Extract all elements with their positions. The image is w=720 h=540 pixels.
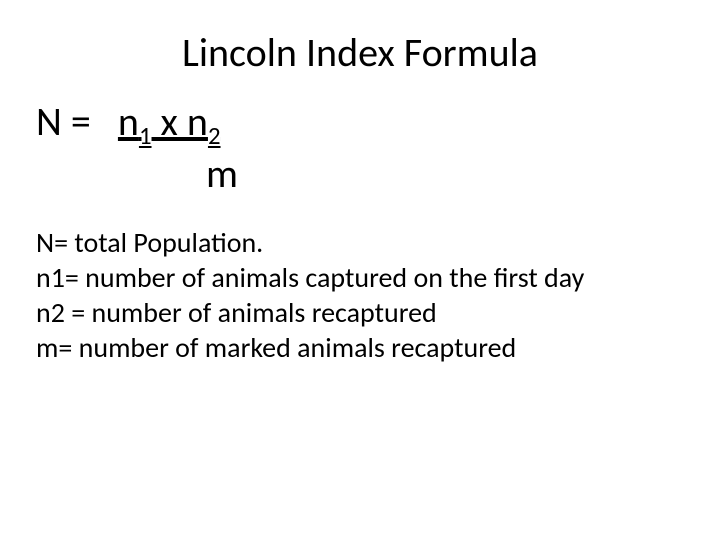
definition-n1: n1= number of animals captured on the fi…: [36, 260, 690, 295]
numerator-sub2: 2: [208, 120, 221, 151]
slide-title: Lincoln Index Formula: [30, 28, 690, 77]
formula-block: N = n1 x n2 m: [36, 99, 690, 197]
numerator-n1: n: [118, 97, 139, 146]
formula-lhs: N =: [36, 97, 118, 146]
formula-denominator: m: [206, 149, 238, 198]
slide-container: Lincoln Index Formula N = n1 x n2 m N= t…: [0, 0, 720, 540]
definition-N: N= total Population.: [36, 225, 690, 260]
formula-numerator: n1 x n2: [118, 97, 221, 146]
formula-line-1: N = n1 x n2: [36, 99, 690, 151]
numerator-sub1: 1: [139, 120, 152, 151]
formula-line-2: m: [36, 151, 690, 197]
definitions-block: N= total Population. n1= number of anima…: [36, 225, 690, 365]
definition-n2: n2 = number of animals recaptured: [36, 295, 690, 330]
definition-m: m= number of marked animals recaptured: [36, 330, 690, 365]
numerator-mid: x n: [152, 97, 208, 146]
